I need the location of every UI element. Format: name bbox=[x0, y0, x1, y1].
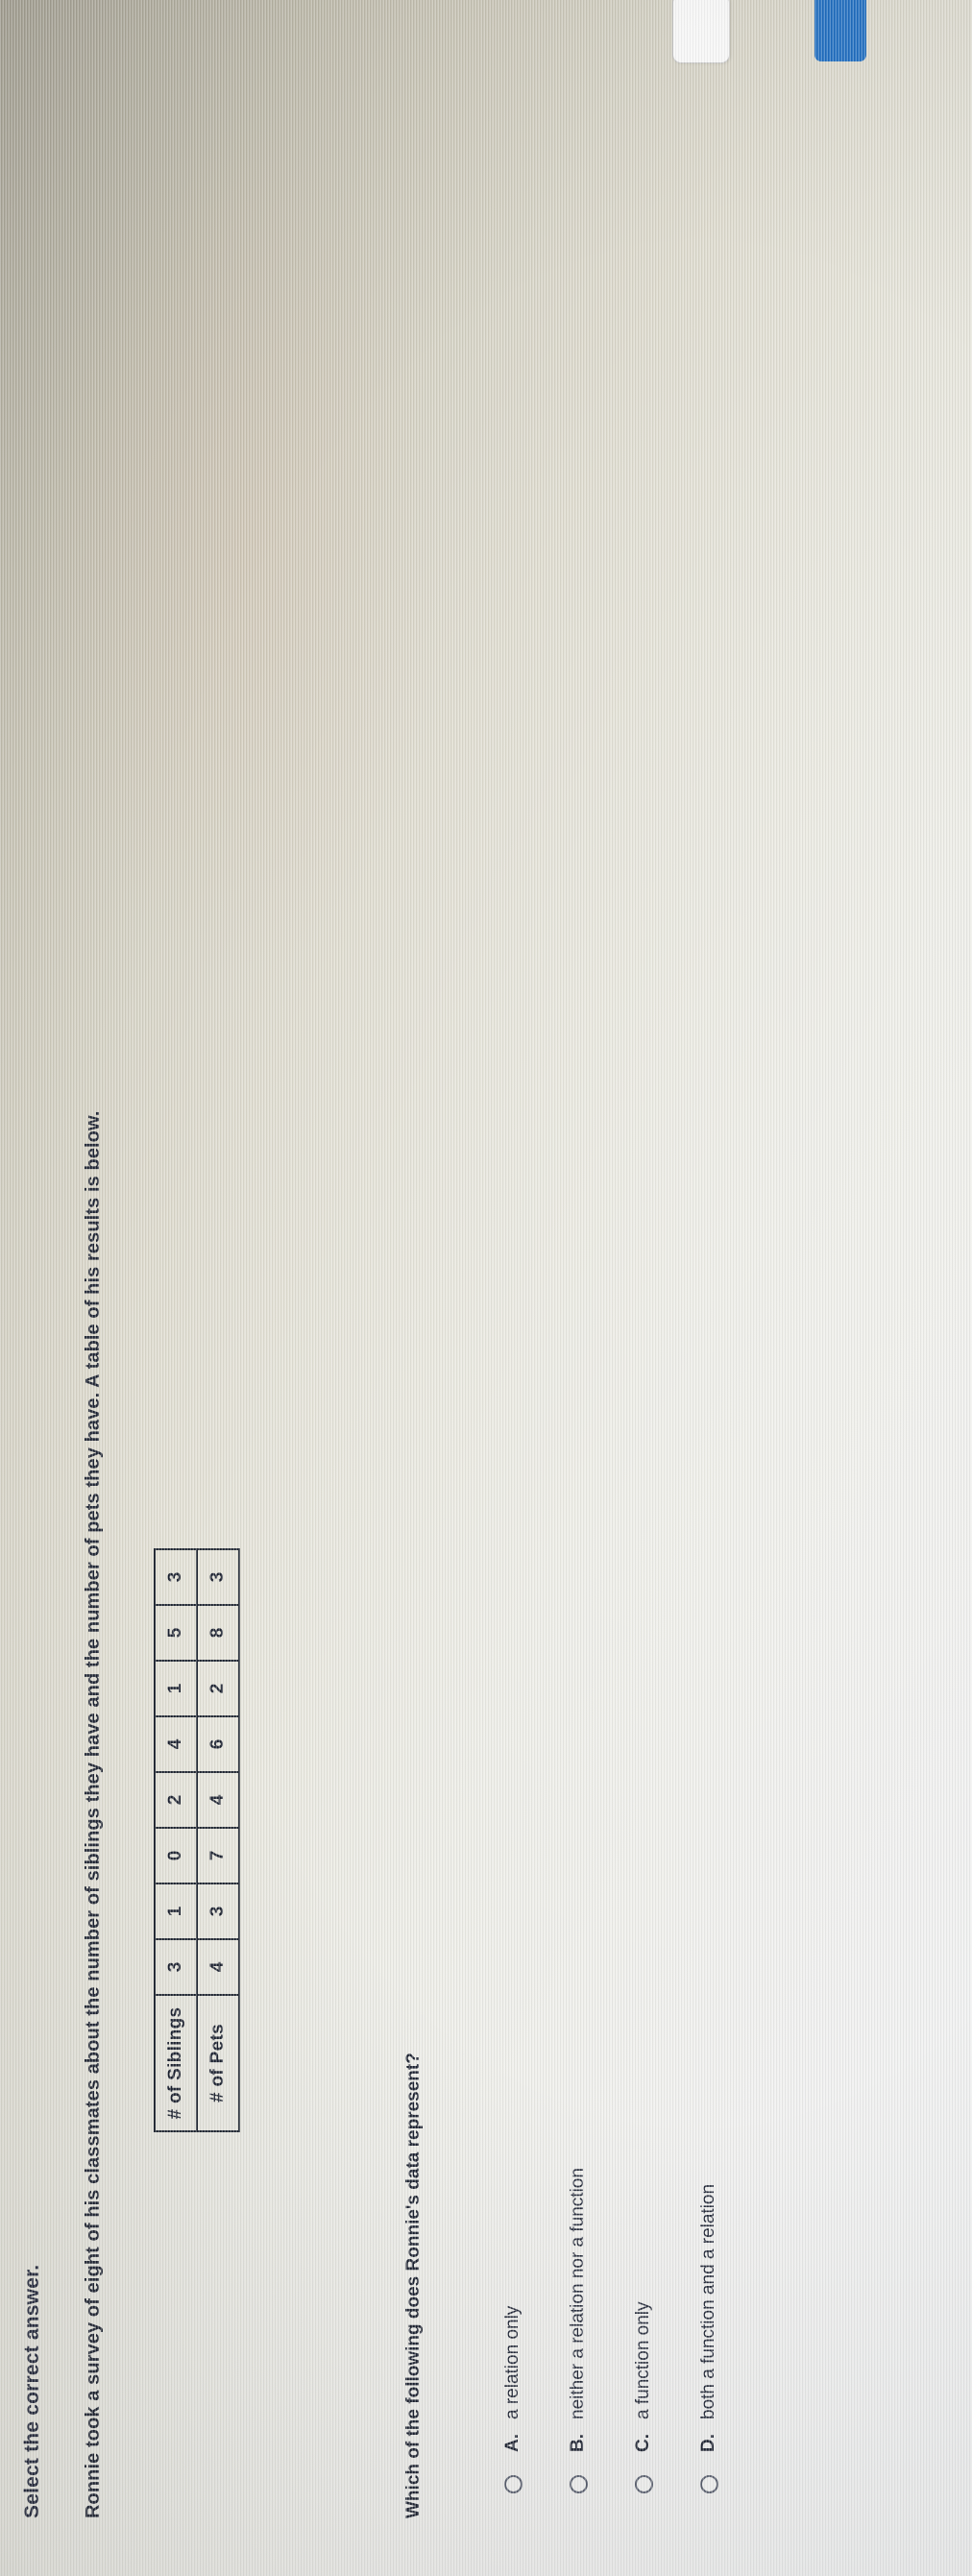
option-d[interactable]: D. both a function and a relation bbox=[676, 2168, 741, 2518]
table-cell: 3 bbox=[197, 1883, 239, 1939]
radio-button-icon[interactable] bbox=[634, 2475, 653, 2493]
option-label: a function only bbox=[633, 2301, 653, 2419]
row-header-siblings: # of Siblings bbox=[155, 1995, 197, 2131]
results-table-wrap: # of Siblings 3 1 0 2 4 1 5 3 # of Pets bbox=[154, 1548, 240, 2132]
table-cell: 3 bbox=[155, 1939, 197, 1995]
edge-accent-button[interactable] bbox=[814, 0, 866, 61]
row-header-pets: # of Pets bbox=[197, 1995, 239, 2131]
table-cell: 7 bbox=[197, 1828, 239, 1883]
option-letter: A. bbox=[502, 2434, 522, 2452]
radio-button-icon[interactable] bbox=[699, 2475, 718, 2493]
answer-options: A. a relation only B. neither a relation… bbox=[480, 2168, 741, 2518]
results-table: # of Siblings 3 1 0 2 4 1 5 3 # of Pets bbox=[154, 1548, 240, 2132]
table-row: # of Pets 4 3 7 4 6 2 8 3 bbox=[197, 1549, 239, 2131]
option-letter: C. bbox=[633, 2434, 653, 2452]
radio-button-icon[interactable] bbox=[503, 2475, 522, 2493]
table-cell: 5 bbox=[155, 1605, 197, 1661]
question-prompt: Which of the following does Ronnie's dat… bbox=[403, 2053, 424, 2518]
option-letter: D. bbox=[698, 2434, 718, 2452]
table-cell: 8 bbox=[197, 1605, 239, 1661]
option-a[interactable]: A. a relation only bbox=[480, 2168, 546, 2518]
page-title: Select the correct answer. bbox=[21, 2264, 43, 2518]
table-cell: 6 bbox=[197, 1716, 239, 1772]
option-label: both a function and a relation bbox=[698, 2183, 718, 2419]
table-cell: 1 bbox=[155, 1661, 197, 1716]
table-cell: 3 bbox=[155, 1549, 197, 1605]
table-cell: 0 bbox=[155, 1828, 197, 1883]
option-b[interactable]: B. neither a relation nor a function bbox=[546, 2168, 611, 2518]
table-cell: 4 bbox=[155, 1716, 197, 1772]
radio-button-icon[interactable] bbox=[569, 2475, 588, 2493]
table-cell: 4 bbox=[197, 1939, 239, 1995]
table-cell: 2 bbox=[155, 1772, 197, 1828]
table-cell: 2 bbox=[197, 1661, 239, 1716]
table-cell: 1 bbox=[155, 1883, 197, 1939]
option-c[interactable]: C. a function only bbox=[611, 2168, 676, 2518]
option-label: neither a relation nor a function bbox=[568, 2168, 588, 2419]
table-cell: 4 bbox=[197, 1772, 239, 1828]
option-label: a relation only bbox=[502, 2305, 522, 2419]
edge-dialog-fragment[interactable] bbox=[672, 0, 730, 63]
option-letter: B. bbox=[568, 2434, 588, 2452]
table-cell: 3 bbox=[197, 1549, 239, 1605]
problem-statement: Ronnie took a survey of eight of his cla… bbox=[83, 1110, 104, 2518]
table-row: # of Siblings 3 1 0 2 4 1 5 3 bbox=[155, 1549, 197, 2131]
